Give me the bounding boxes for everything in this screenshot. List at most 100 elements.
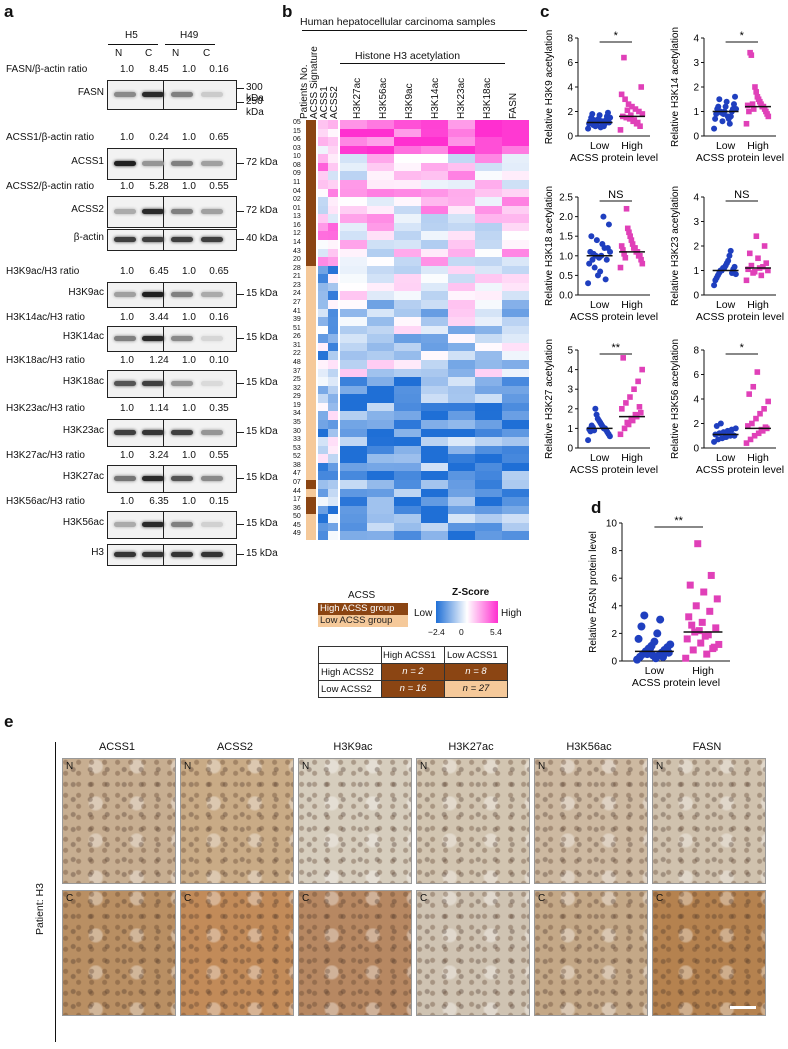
blot-band xyxy=(142,522,164,527)
heatmap-cell xyxy=(502,214,529,224)
heatmap-cell xyxy=(328,360,338,370)
heatmap-cell xyxy=(448,445,475,455)
data-point xyxy=(751,268,758,275)
data-point xyxy=(697,639,705,647)
heatmap-cell xyxy=(340,445,367,455)
heatmap-cell xyxy=(421,497,448,507)
heatmap-cell xyxy=(318,488,328,498)
data-point xyxy=(639,366,645,373)
y-axis-label: Relative H3K23 acetylation xyxy=(670,186,681,306)
heatmap-cell xyxy=(502,334,529,344)
significance-label: * xyxy=(740,30,745,42)
heatmap-cell xyxy=(421,291,448,301)
heatmap-cell xyxy=(328,385,338,395)
data-point xyxy=(628,237,635,243)
blot-band xyxy=(171,161,193,166)
data-point xyxy=(730,101,737,108)
heatmap-cell xyxy=(475,368,502,378)
heatmap-cell xyxy=(394,480,421,490)
heatmap-cell xyxy=(475,462,502,472)
heatmap-cell xyxy=(394,162,421,172)
kda-label: 15 kDa xyxy=(246,377,278,388)
heatmap-cell xyxy=(340,137,367,147)
heatmap-cell xyxy=(502,402,529,412)
patient-label: 51 xyxy=(293,324,301,332)
heatmap-cell xyxy=(340,205,367,215)
data-point xyxy=(588,233,595,240)
blot-band xyxy=(201,292,223,297)
blot-image xyxy=(107,370,237,398)
scatter-plot: 0 1 2 3 4 Relative H3K23 acetylation Low HighAC… xyxy=(670,186,784,323)
ihc-row-tag: C xyxy=(184,893,192,904)
blot-image xyxy=(107,196,237,228)
zscore-low-label: Low xyxy=(414,608,433,619)
blot-name: β-actin xyxy=(73,232,104,243)
heatmap-cell xyxy=(367,394,394,404)
data-point xyxy=(733,106,740,113)
heatmap-cell xyxy=(394,454,421,464)
heatmap-cell xyxy=(421,471,448,481)
heatmap-cell xyxy=(318,308,328,318)
data-point xyxy=(619,406,625,412)
heatmap-cell xyxy=(328,120,338,130)
zscore-title: Z-Score xyxy=(452,587,490,598)
heatmap-cell xyxy=(328,180,338,190)
patient-label: 36 xyxy=(293,504,301,512)
significance-label: * xyxy=(614,30,619,42)
heatmap-cell xyxy=(448,325,475,335)
data-point xyxy=(593,237,600,244)
data-point xyxy=(685,613,693,621)
data-point xyxy=(755,430,762,437)
blot-band xyxy=(201,161,223,166)
heatmap-cell xyxy=(475,445,502,455)
data-point xyxy=(726,252,733,259)
data-point xyxy=(692,602,700,610)
heatmap-cell xyxy=(448,334,475,344)
x-tick-label: High xyxy=(621,140,643,152)
heatmap-cell xyxy=(367,265,394,275)
heatmap-column-label: H3K27ac xyxy=(352,77,363,119)
heatmap-cell xyxy=(318,291,328,301)
ihc-row-tag: C xyxy=(656,893,664,904)
heatmap-cell xyxy=(421,385,448,395)
acss-signature-cell xyxy=(306,377,316,387)
x-axis-label: ACSS protein level xyxy=(632,677,720,689)
ratio-label: H3K18ac/H3 ratio xyxy=(6,355,85,366)
data-point xyxy=(626,116,633,122)
kda-label: 15 kDa xyxy=(246,288,278,299)
heatmap-cell xyxy=(421,334,448,344)
heatmap-cell xyxy=(502,180,529,190)
y-axis-label: Relative H3K9 acetylation xyxy=(544,30,555,145)
ratio-value: 3.44 xyxy=(149,312,169,323)
heatmap-cell xyxy=(421,257,448,267)
zscore-mid: 0 xyxy=(459,627,464,637)
heatmap-cell xyxy=(340,291,367,301)
patient-side-label: Patient: H3 xyxy=(34,883,46,935)
heatmap-cell xyxy=(475,394,502,404)
heatmap-cell xyxy=(328,265,338,275)
acss-signature-cell xyxy=(306,137,316,147)
heatmap-cell xyxy=(328,222,338,232)
data-point xyxy=(634,634,643,643)
data-point xyxy=(646,644,655,653)
data-point xyxy=(623,114,630,121)
data-point xyxy=(750,383,757,390)
patient-label: 03 xyxy=(293,144,301,152)
heatmap-cell xyxy=(394,411,421,421)
heatmap-cell xyxy=(367,351,394,361)
data-point xyxy=(585,437,592,444)
ihc-image: N xyxy=(416,758,530,884)
heatmap-cell xyxy=(475,420,502,430)
heatmap-cell xyxy=(394,317,421,327)
heatmap-cell xyxy=(475,454,502,464)
data-point xyxy=(694,540,702,548)
blot-band xyxy=(114,161,136,166)
heatmap-cell xyxy=(502,205,529,215)
y-axis-label: Relative FASN protein level xyxy=(588,531,599,653)
heatmap-cell xyxy=(367,145,394,155)
ihc-row-tag: C xyxy=(302,893,310,904)
heatmap-cell xyxy=(502,488,529,498)
heatmap-cell xyxy=(448,231,475,241)
data-point xyxy=(712,624,720,632)
x-tick-label: High xyxy=(692,665,714,677)
